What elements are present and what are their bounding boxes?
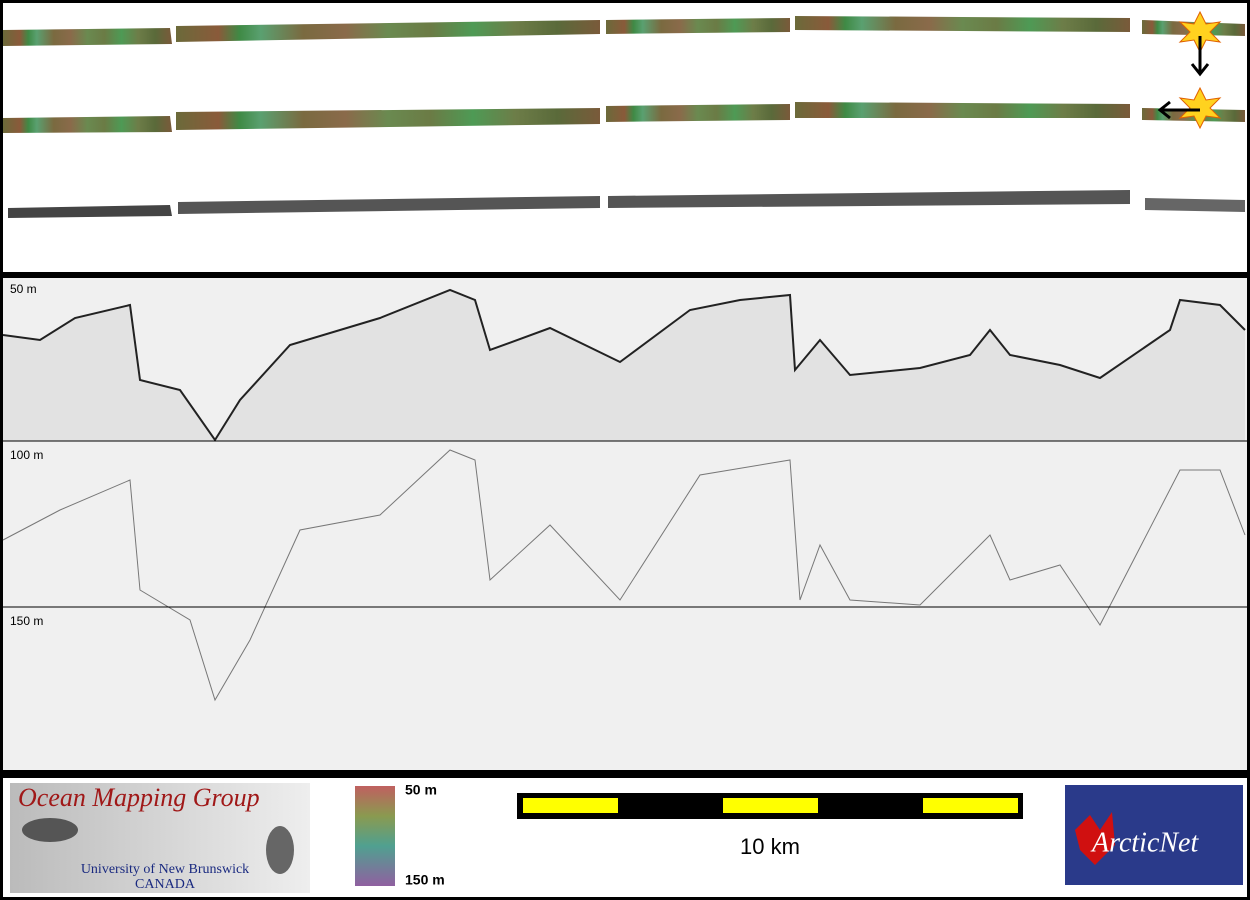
logo-country: CANADA <box>135 877 196 892</box>
colorbar-label: 50 m <box>405 782 437 798</box>
scale-label: 10 km <box>740 834 800 859</box>
colorbar-label: 150 m <box>405 872 445 888</box>
maple-leaf <box>1075 812 1115 865</box>
seafloor-echo <box>3 290 1245 441</box>
colorbar <box>355 786 395 886</box>
position-markers <box>1157 10 1222 130</box>
depth-label: 100 m <box>10 448 43 462</box>
multiple-trace <box>2 449 1246 702</box>
logo-ship <box>22 818 78 842</box>
logo-ship <box>266 826 294 874</box>
profile-panel <box>3 278 1247 770</box>
scale-bar <box>517 793 1023 819</box>
depth-label: 50 m <box>10 282 37 296</box>
swath-strips <box>3 16 1245 218</box>
logo-subtitle: University of New Brunswick <box>81 862 249 877</box>
logo-title: Ocean Mapping Group <box>18 783 260 812</box>
depth-label: 150 m <box>10 614 43 628</box>
partner-logo-text: ArcticNet <box>1090 827 1199 858</box>
swath-panel <box>3 3 1247 272</box>
seafloor-trace <box>2 288 1246 442</box>
